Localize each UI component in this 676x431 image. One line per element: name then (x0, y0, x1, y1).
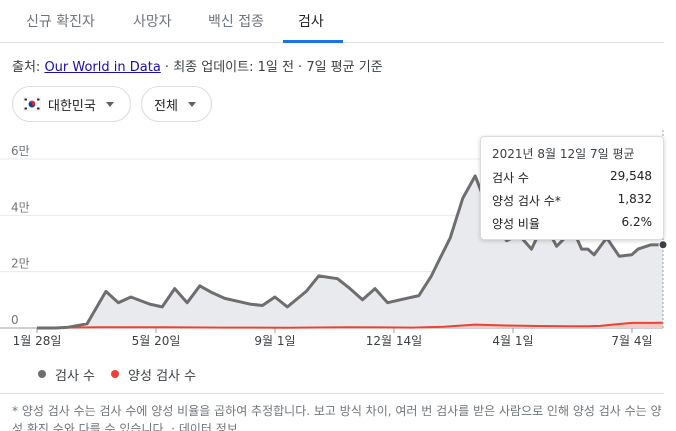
x-tick-label: 4월 1일 (492, 334, 533, 348)
tab-deaths[interactable]: 사망자 (133, 14, 172, 30)
tooltip-row-tests: 검사 수 29,548 (492, 169, 652, 185)
legend-dot-icon (38, 370, 46, 378)
korea-flag-icon (23, 97, 41, 111)
x-tick-label: 7월 4일 (611, 334, 652, 348)
y-tick-label: 4만 (11, 200, 30, 214)
x-tick-label: 12월 14일 (366, 334, 422, 348)
x-tick-label: 5월 20일 (132, 334, 181, 348)
source-link[interactable]: Our World in Data (44, 60, 161, 75)
region-selector[interactable]: 전체 (141, 86, 212, 122)
positive-line (36, 321, 664, 329)
legend-label: 양성 검사 수 (128, 368, 197, 384)
legend-label: 검사 수 (55, 368, 96, 384)
tooltip-value: 6.2% (621, 215, 653, 229)
source-prefix: 출처: (12, 60, 45, 75)
chart-legend: 검사 수 양성 검사 수 (38, 365, 212, 384)
testing-chart: 0 2만 4만 6만 1월 28일 5월 20일 9월 1일 12월 14일 4월 1일 7월 4… (0, 130, 668, 348)
divider (0, 393, 664, 394)
positive-area (37, 322, 663, 328)
region-label: 전체 (154, 98, 178, 114)
tab-bar: 신규 확진자 사망자 백신 접종 검사 (0, 0, 664, 43)
data-info-link[interactable]: 데이터 정보 (178, 422, 238, 431)
tooltip-label: 양성 검사 수* (492, 194, 561, 208)
footnote: * 양성 검사 수는 검사 수에 양성 비율을 곱하여 추정합니다. 보고 방식… (12, 402, 668, 431)
tooltip-label: 검사 수 (492, 171, 529, 185)
tooltip-title: 2021년 8월 12일 7일 평균 (492, 147, 635, 161)
tooltip-value: 29,548 (610, 169, 652, 183)
source-line: 출처: Our World in Data · 최종 업데이트: 1일 전 · … (12, 56, 383, 75)
update-info: · 최종 업데이트: 1일 전 · 7일 평균 기준 (160, 60, 383, 75)
legend-item-positive[interactable]: 양성 검사 수 (111, 365, 196, 384)
country-label: 대한민국 (48, 98, 96, 114)
legend-dot-icon (111, 370, 120, 378)
chart-tooltip: 2021년 8월 12일 7일 평균 검사 수 29,548 양성 검사 수* … (480, 136, 664, 240)
tooltip-row-rate: 양성 비율 6.2% (492, 215, 652, 231)
country-selector[interactable]: 대한민국 (12, 86, 131, 122)
y-tick-label: 6만 (11, 144, 30, 158)
tooltip-row-positive: 양성 검사 수* 1,832 (492, 192, 652, 208)
tab-testing[interactable]: 검사 (298, 14, 324, 30)
tests-area (37, 175, 663, 328)
chevron-down-icon (105, 101, 114, 107)
x-tick-label: 1월 28일 (13, 334, 62, 348)
tooltip-label: 양성 비율 (492, 217, 540, 231)
tooltip-value: 1,832 (617, 192, 652, 206)
tab-vaccinations[interactable]: 백신 접종 (208, 14, 264, 30)
legend-item-tests[interactable]: 검사 수 (38, 365, 95, 384)
tests-line (37, 174, 664, 330)
tab-new-cases[interactable]: 신규 확진자 (26, 14, 95, 30)
chevron-down-icon (187, 101, 196, 107)
y-tick-label: 0 (11, 313, 19, 327)
footnote-text: * 양성 검사 수는 검사 수에 양성 비율을 곱하여 추정합니다. 보고 방식… (12, 404, 662, 431)
active-tab-indicator (283, 40, 343, 43)
x-tick-label: 9월 1일 (254, 334, 295, 348)
hover-point (658, 240, 668, 250)
y-tick-label: 2만 (11, 257, 30, 271)
